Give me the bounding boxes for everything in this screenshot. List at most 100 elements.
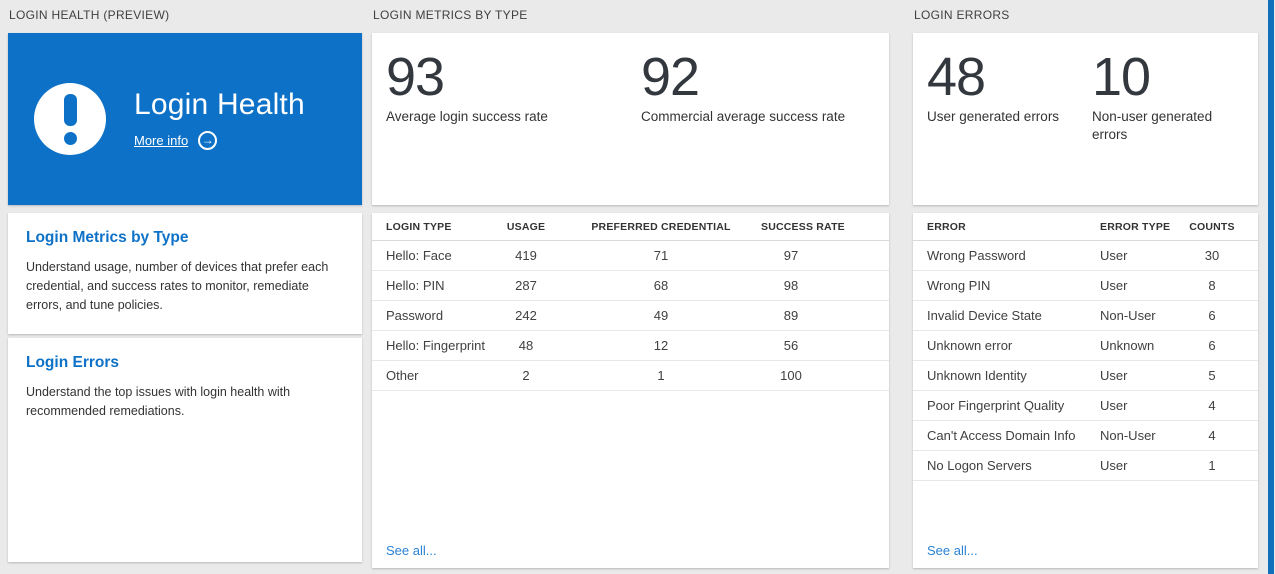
stat-label: Non-user generated errors — [1092, 108, 1213, 142]
cell-error-type: User — [1100, 458, 1128, 473]
table-row[interactable]: Hello: Face 419 71 97 — [372, 241, 889, 271]
login-errors-table: ERROR ERROR TYPE COUNTS Wrong Password U… — [913, 213, 1258, 481]
stat-value: 10 — [1092, 47, 1151, 107]
cell-counts: 4 — [1208, 428, 1216, 443]
cell-counts: 4 — [1208, 398, 1216, 413]
table-row[interactable]: Invalid Device State Non-User 6 — [913, 301, 1258, 331]
cell-error: Wrong Password — [927, 248, 1026, 263]
cell-error: Unknown Identity — [927, 368, 1027, 383]
table-row[interactable]: Wrong Password User 30 — [913, 241, 1258, 271]
login-health-column: LOGIN HEALTH (PREVIEW) Login Health More… — [8, 0, 362, 574]
login-errors-card[interactable]: Login Errors Understand the top issues w… — [8, 338, 362, 562]
cell-error: Wrong PIN — [927, 278, 991, 293]
column-header-usage: USAGE — [506, 220, 546, 233]
cell-preferred-credential: 49 — [653, 308, 669, 323]
section-title-login-errors: LOGIN ERRORS — [914, 8, 1010, 22]
cell-error-type: User — [1100, 368, 1128, 383]
login-health-hero-tile[interactable]: Login Health More info → — [8, 33, 362, 205]
cell-success-rate: 100 — [780, 368, 802, 383]
cell-success-rate: 98 — [783, 278, 799, 293]
table-row[interactable]: Other 2 1 100 — [372, 361, 889, 391]
exclamation-bar — [63, 93, 77, 126]
stat-value: 92 — [641, 47, 700, 107]
more-info-row: More info → — [134, 131, 305, 150]
cell-error-type: User — [1100, 278, 1128, 293]
cell-error-type: Unknown — [1100, 338, 1155, 353]
cell-preferred-credential: 71 — [653, 248, 669, 263]
column-header-counts: COUNTS — [1189, 220, 1235, 233]
stat-label: User generated errors — [927, 108, 1060, 124]
cell-success-rate: 56 — [783, 338, 799, 353]
stat-value: 48 — [927, 47, 986, 107]
table-row[interactable]: Wrong PIN User 8 — [913, 271, 1258, 301]
cell-error: Can't Access Domain Info — [927, 428, 1076, 443]
login-metrics-column: LOGIN METRICS BY TYPE 93 Average login s… — [372, 0, 889, 574]
cell-usage: 287 — [515, 278, 537, 293]
see-all-link-errors[interactable]: See all... — [927, 543, 978, 558]
exclamation-dot — [63, 131, 77, 145]
table-row[interactable]: No Logon Servers User 1 — [913, 451, 1258, 481]
cell-error-type: User — [1100, 248, 1128, 263]
column-header-success-rate: SUCCESS RATE — [761, 220, 845, 233]
cell-counts: 5 — [1208, 368, 1216, 383]
panel-edge-divider — [1268, 0, 1274, 574]
cell-usage: 419 — [515, 248, 537, 263]
table-row[interactable]: Unknown Identity User 5 — [913, 361, 1258, 391]
stat-non-user-generated-errors: 10 Non-user generated errors — [1092, 49, 1222, 205]
section-title-login-metrics: LOGIN METRICS BY TYPE — [373, 8, 528, 22]
cell-usage: 48 — [518, 338, 534, 353]
cell-preferred-credential: 1 — [657, 368, 665, 383]
metrics-table-card: LOGIN TYPE USAGE PREFERRED CREDENTIAL SU… — [372, 213, 889, 568]
metrics-stats-card: 93 Average login success rate 92 Commerc… — [372, 33, 889, 205]
table-row[interactable]: Poor Fingerprint Quality User 4 — [913, 391, 1258, 421]
cell-counts: 8 — [1208, 278, 1216, 293]
cell-error-type: User — [1100, 398, 1128, 413]
arrow-right-icon[interactable]: → — [198, 131, 218, 150]
cell-login-type: Other — [386, 368, 419, 383]
cell-counts: 6 — [1208, 338, 1216, 353]
cell-login-type: Hello: Fingerprint — [386, 338, 485, 353]
login-metrics-card-description: Understand usage, number of devices that… — [26, 260, 329, 312]
table-row[interactable]: Can't Access Domain Info Non-User 4 — [913, 421, 1258, 451]
cell-usage: 2 — [522, 368, 530, 383]
table-row[interactable]: Hello: Fingerprint 48 12 56 — [372, 331, 889, 361]
column-header-preferred-credential: PREFERRED CREDENTIAL — [591, 220, 731, 233]
cell-error-type: Non-User — [1100, 308, 1156, 323]
cell-preferred-credential: 12 — [653, 338, 669, 353]
cell-success-rate: 97 — [783, 248, 799, 263]
stat-value: 93 — [386, 47, 445, 107]
table-row[interactable]: Unknown error Unknown 6 — [913, 331, 1258, 361]
cell-error: Poor Fingerprint Quality — [927, 398, 1065, 413]
login-metrics-table: LOGIN TYPE USAGE PREFERRED CREDENTIAL SU… — [372, 213, 889, 391]
cell-error: Unknown error — [927, 338, 1013, 353]
table-row[interactable]: Password 242 49 89 — [372, 301, 889, 331]
cell-error: No Logon Servers — [927, 458, 1032, 473]
cell-error: Invalid Device State — [927, 308, 1042, 323]
cell-success-rate: 89 — [783, 308, 799, 323]
login-metrics-by-type-card[interactable]: Login Metrics by Type Understand usage, … — [8, 213, 362, 334]
column-header-error: ERROR — [927, 220, 966, 233]
cell-login-type: Password — [386, 308, 444, 323]
more-info-link[interactable]: More info — [134, 133, 189, 148]
cell-usage: 242 — [515, 308, 537, 323]
see-all-link-metrics[interactable]: See all... — [386, 543, 437, 558]
login-errors-card-description: Understand the top issues with login hea… — [26, 385, 291, 418]
hero-title: Login Health — [134, 88, 305, 121]
errors-table-card: ERROR ERROR TYPE COUNTS Wrong Password U… — [913, 213, 1258, 568]
cell-counts: 1 — [1208, 458, 1216, 473]
cell-preferred-credential: 68 — [653, 278, 669, 293]
table-row[interactable]: Hello: PIN 287 68 98 — [372, 271, 889, 301]
table-header-row: ERROR ERROR TYPE COUNTS — [913, 213, 1258, 241]
stat-label: Average login success rate — [386, 108, 548, 124]
login-metrics-card-title: Login Metrics by Type — [26, 229, 189, 246]
cell-login-type: Hello: Face — [386, 248, 452, 263]
exclamation-icon — [34, 83, 106, 155]
cell-login-type: Hello: PIN — [386, 278, 445, 293]
errors-stats-card: 48 User generated errors 10 Non-user gen… — [913, 33, 1258, 205]
hero-text-block: Login Health More info → — [134, 88, 305, 150]
cell-error-type: Non-User — [1100, 428, 1156, 443]
login-errors-card-title: Login Errors — [26, 354, 120, 371]
column-header-error-type: ERROR TYPE — [1100, 220, 1171, 233]
login-errors-column: LOGIN ERRORS 48 User generated errors 10… — [913, 0, 1258, 574]
